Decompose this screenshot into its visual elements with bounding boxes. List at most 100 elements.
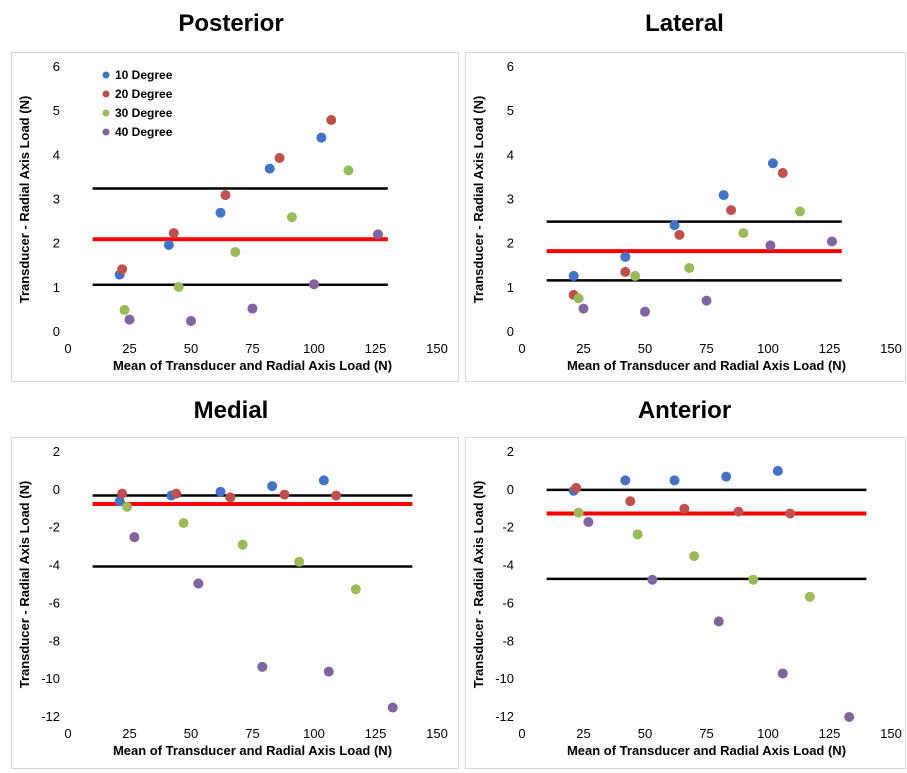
data-point <box>186 315 196 326</box>
data-point <box>679 503 690 514</box>
y-tick-label: -2 <box>502 520 514 535</box>
data-point <box>294 556 305 567</box>
y-tick-label: -6 <box>502 595 514 610</box>
y-tick-label: 0 <box>53 482 60 497</box>
x-tick-label: 150 <box>426 341 448 356</box>
chart-title: Lateral <box>645 10 724 37</box>
data-point <box>748 574 759 585</box>
x-tick-label: 25 <box>576 726 590 741</box>
data-point <box>350 584 361 595</box>
panel-posterior: Posterior 0 1 2 3 4 5 6 0 25 50 75 100 125 150 Mean of… <box>0 0 462 385</box>
y-axis-label: Transducer - Radial Axis Load (N) <box>17 481 32 689</box>
x-axis-label: Mean of Transducer and Radial Axis Load … <box>113 358 392 373</box>
x-tick-label: 25 <box>122 726 136 741</box>
data-point <box>573 507 584 518</box>
data-point <box>630 270 641 281</box>
legend-marker <box>102 71 110 79</box>
scatter-plot-posterior: 0 1 2 3 4 5 6 0 25 50 75 100 125 150 Mean of Transduce… <box>17 59 448 373</box>
scatter-plot-medial: -12 -10 -8 -6 -4 -2 0 2 0 25 50 75 100 125 150 Mean of … <box>17 444 448 758</box>
y-tick-label: 2 <box>53 236 60 251</box>
data-point <box>726 205 737 216</box>
y-tick-label: 6 <box>507 59 514 74</box>
scatter-plot-anterior: -12 -10 -8 -6 -4 -2 0 2 0 25 50 75 100 125 150 Mean of … <box>471 444 902 758</box>
data-point <box>674 229 685 240</box>
data-point <box>684 262 695 273</box>
data-point <box>777 668 788 679</box>
x-tick-label: 0 <box>64 341 71 356</box>
y-tick-label: 2 <box>507 444 514 459</box>
x-tick-label: 100 <box>757 341 779 356</box>
y-tick-label: 6 <box>53 59 60 74</box>
x-tick-label: 50 <box>184 726 198 741</box>
data-point <box>826 236 837 247</box>
x-tick-label: 50 <box>638 341 652 356</box>
data-point <box>578 303 589 314</box>
x-tick-label: 0 <box>518 341 525 356</box>
y-tick-label: 5 <box>507 103 514 118</box>
data-point <box>765 240 776 251</box>
y-tick-label: -4 <box>502 558 514 573</box>
y-tick-label: 2 <box>507 236 514 251</box>
data-point <box>689 551 700 562</box>
y-tick-label: -10 <box>495 671 514 686</box>
chart-area: 0 1 2 3 4 5 6 0 25 50 75 100 125 150 Mean of Transduce… <box>465 52 906 382</box>
panel-medial: Medial -12 -10 -8 -6 -4 -2 0 2 0 25 50 75 100 125 150 M… <box>0 385 462 770</box>
chart-area: 0 1 2 3 4 5 6 0 25 50 75 100 125 150 Mean of Transduce… <box>11 52 459 382</box>
x-tick-label: 150 <box>880 341 902 356</box>
data-point <box>230 247 241 258</box>
x-tick-label: 75 <box>699 341 713 356</box>
data-point <box>372 229 383 240</box>
y-tick-label: -4 <box>48 558 60 573</box>
x-tick-label: 25 <box>122 341 136 356</box>
data-point <box>114 496 125 507</box>
y-tick-label: -2 <box>48 520 60 535</box>
chart-title: Anterior <box>637 397 732 424</box>
data-point <box>264 163 275 174</box>
y-tick-label: 0 <box>507 324 514 339</box>
data-point <box>794 206 805 217</box>
x-axis-label: Mean of Transducer and Radial Axis Load … <box>567 743 846 758</box>
legend-marker <box>102 90 110 98</box>
x-tick-label: 75 <box>245 341 259 356</box>
data-point <box>225 492 236 503</box>
x-axis-label: Mean of Transducer and Radial Axis Load … <box>567 358 846 373</box>
x-tick-label: 50 <box>638 726 652 741</box>
data-point <box>573 293 584 304</box>
x-tick-label: 100 <box>757 726 779 741</box>
data-point <box>620 475 631 486</box>
data-point <box>220 190 231 201</box>
data-point <box>163 239 174 250</box>
x-tick-label: 100 <box>303 341 325 356</box>
data-point <box>257 661 268 672</box>
y-tick-label: 1 <box>507 280 514 295</box>
data-point <box>122 501 133 512</box>
x-tick-label: 125 <box>819 341 841 356</box>
data-point <box>117 264 128 275</box>
data-point <box>173 281 184 292</box>
y-tick-label: 5 <box>53 103 60 118</box>
y-tick-label: -8 <box>48 633 60 648</box>
legend-marker <box>102 109 110 117</box>
legend-entry: 30 Degree <box>115 106 173 120</box>
y-tick-label: 4 <box>53 147 60 162</box>
x-tick-label: 0 <box>518 726 525 741</box>
data-point <box>632 529 643 540</box>
data-point <box>323 666 334 677</box>
chart-title: Medial <box>193 397 269 424</box>
data-point <box>286 212 297 223</box>
legend-entry: 20 Degree <box>115 87 173 101</box>
data-point <box>326 115 337 125</box>
chart-area: -12 -10 -8 -6 -4 -2 0 2 0 25 50 75 100 125 150 Mean of … <box>11 437 459 769</box>
y-axis-label: Transducer - Radial Axis Load (N) <box>471 96 486 304</box>
x-tick-label: 0 <box>64 726 71 741</box>
data-point <box>168 228 179 239</box>
panel-anterior: Anterior -12 -10 -8 -6 -4 -2 0 2 0 25 50 75 100 125 15… <box>462 385 907 770</box>
data-point <box>247 303 258 314</box>
chart-title: Posterior <box>178 10 284 37</box>
y-axis-label: Transducer - Radial Axis Load (N) <box>471 481 486 689</box>
x-tick-label: 50 <box>184 341 198 356</box>
data-point <box>193 578 204 589</box>
data-point <box>318 475 329 486</box>
y-tick-label: 3 <box>507 192 514 207</box>
x-tick-label: 150 <box>880 726 902 741</box>
